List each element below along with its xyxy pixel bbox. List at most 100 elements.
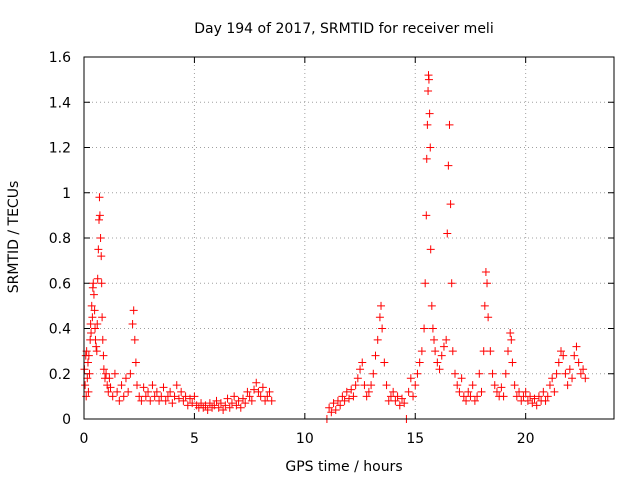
data-point xyxy=(105,374,114,383)
data-point xyxy=(113,387,122,396)
plot-area xyxy=(80,71,590,423)
data-point xyxy=(497,383,506,392)
data-point xyxy=(186,394,194,403)
data-point xyxy=(95,193,104,202)
data-point xyxy=(443,229,452,238)
data-point xyxy=(141,392,150,401)
data-point xyxy=(131,358,140,367)
data-point xyxy=(362,392,371,401)
data-point xyxy=(247,396,256,405)
data-point xyxy=(129,306,138,315)
data-point xyxy=(90,306,99,315)
plot-frame xyxy=(83,56,615,420)
data-point xyxy=(152,387,161,396)
data-point xyxy=(130,335,139,344)
data-point xyxy=(391,396,400,405)
data-point xyxy=(115,396,124,405)
data-point xyxy=(453,381,462,390)
data-point xyxy=(433,358,442,367)
data-point xyxy=(190,392,199,401)
data-point xyxy=(84,351,93,360)
data-point xyxy=(227,399,236,408)
data-point xyxy=(345,394,353,403)
y-tick-label: 0.8 xyxy=(49,231,71,247)
data-point xyxy=(530,394,539,403)
data-point xyxy=(356,365,365,374)
data-point xyxy=(108,392,117,401)
data-point xyxy=(421,279,430,288)
data-point xyxy=(95,215,104,224)
data-point xyxy=(88,313,97,322)
data-point xyxy=(475,369,484,378)
data-point xyxy=(216,399,225,408)
data-point xyxy=(526,392,535,401)
data-point xyxy=(501,369,510,378)
data-point xyxy=(439,342,448,351)
data-point xyxy=(572,342,581,351)
data-point xyxy=(254,387,263,396)
data-point xyxy=(561,369,570,378)
data-point xyxy=(205,399,214,408)
data-point xyxy=(448,347,457,356)
data-point xyxy=(470,396,479,405)
y-tick-label: 1 xyxy=(62,186,71,202)
data-point xyxy=(532,401,541,410)
data-point xyxy=(84,387,93,396)
data-point xyxy=(431,347,440,356)
data-point xyxy=(430,335,439,344)
data-point xyxy=(499,392,508,401)
data-point xyxy=(468,381,477,390)
data-point xyxy=(442,335,451,344)
data-point xyxy=(351,381,360,390)
data-point xyxy=(96,234,105,242)
data-point xyxy=(263,392,272,401)
data-point xyxy=(492,387,501,396)
data-point xyxy=(148,381,157,390)
data-point xyxy=(462,396,471,405)
data-point xyxy=(424,75,433,84)
data-point xyxy=(481,267,490,276)
data-point xyxy=(329,399,338,408)
x-tick-label: 10 xyxy=(296,431,314,447)
x-tick-label: 0 xyxy=(80,431,89,447)
data-point xyxy=(437,351,446,360)
data-point xyxy=(252,378,261,387)
data-point xyxy=(446,200,455,209)
data-point xyxy=(166,387,175,396)
data-point xyxy=(342,387,351,396)
data-point xyxy=(161,396,170,405)
data-point xyxy=(89,290,98,299)
data-point xyxy=(428,324,437,333)
data-point xyxy=(382,381,391,390)
data-point xyxy=(87,301,96,310)
data-point xyxy=(221,401,230,410)
chart-title: Day 194 of 2017, SRMTID for receiver mel… xyxy=(194,21,493,37)
data-point xyxy=(528,399,537,408)
data-point xyxy=(327,408,336,417)
data-point xyxy=(85,369,94,378)
data-point xyxy=(223,394,232,403)
data-point xyxy=(554,358,563,367)
data-point xyxy=(559,351,568,360)
data-point xyxy=(464,387,473,396)
data-point xyxy=(484,313,493,322)
data-point xyxy=(444,161,453,170)
data-point xyxy=(358,358,367,367)
y-tick-label: 0.6 xyxy=(49,276,71,292)
data-point xyxy=(267,396,276,405)
data-point xyxy=(445,120,454,129)
data-point xyxy=(91,335,100,344)
data-point xyxy=(230,392,239,401)
data-point xyxy=(406,374,415,383)
data-point xyxy=(121,374,130,383)
data-point xyxy=(409,392,418,401)
data-point xyxy=(258,383,267,392)
data-point xyxy=(523,396,532,405)
data-point xyxy=(415,358,424,367)
data-point xyxy=(338,392,347,401)
data-point xyxy=(480,301,489,310)
data-point xyxy=(83,358,92,367)
data-point xyxy=(400,399,409,408)
y-tick-label: 0.4 xyxy=(49,322,71,338)
